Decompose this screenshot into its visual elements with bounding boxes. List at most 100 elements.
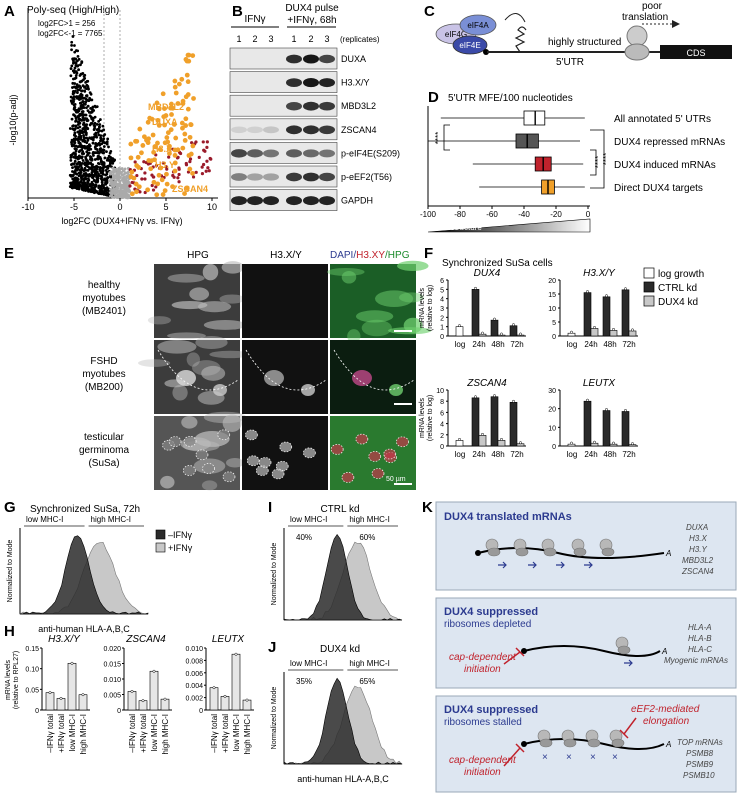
volcano-point-down bbox=[73, 89, 77, 93]
panel-label-k: K bbox=[422, 499, 433, 516]
volcano-point-down bbox=[84, 113, 88, 117]
volcano-point-down bbox=[80, 155, 84, 159]
flow-xlabel: anti-human HLA-A,B,C bbox=[38, 624, 130, 634]
volcano-point-up bbox=[143, 177, 147, 181]
f-ytick: 0 bbox=[440, 444, 444, 451]
h-chart-gene: H3.X/Y bbox=[48, 634, 81, 645]
k-box3-gene: PSMB8 bbox=[686, 749, 714, 758]
f-bar bbox=[455, 440, 464, 447]
volcano-point-down bbox=[80, 89, 84, 93]
blot-band bbox=[303, 172, 319, 182]
volcano-point-down bbox=[87, 166, 91, 170]
volcano-point-down bbox=[76, 184, 80, 187]
volcano-point-down bbox=[99, 166, 103, 170]
volcano-point-down bbox=[77, 108, 81, 112]
volcano-point-dux4-target bbox=[160, 91, 166, 97]
volcano-point-down bbox=[71, 162, 75, 166]
volcano-point-down bbox=[91, 163, 95, 166]
volcano-point-dux4-target bbox=[187, 134, 193, 140]
cap-icon bbox=[521, 741, 527, 747]
col-merge: DAPI/H3.XY/HPG bbox=[330, 250, 410, 261]
f-xtick: 48h bbox=[603, 340, 616, 349]
eif4a-label: eIF4A bbox=[467, 21, 489, 30]
volcano-point-up bbox=[209, 157, 213, 161]
volcano-point-down bbox=[79, 63, 82, 67]
volcano-point-ns bbox=[108, 191, 112, 195]
volcano-point-up bbox=[140, 177, 144, 181]
volcano-point-down bbox=[93, 168, 97, 172]
curved-arrow-icon bbox=[504, 13, 526, 23]
f-ytick: 20 bbox=[548, 278, 556, 285]
volcano-point-down bbox=[77, 165, 81, 169]
volcano-point-down bbox=[89, 98, 92, 102]
h-xtick: –IFNγ total bbox=[128, 714, 137, 753]
f-xtick: 48h bbox=[491, 340, 504, 349]
volcano-point-down bbox=[86, 185, 90, 189]
volcano-point-down bbox=[69, 67, 73, 70]
cds-box bbox=[660, 45, 732, 59]
f-ylabel: (relative to log) bbox=[427, 285, 434, 331]
volcano-point-ns bbox=[118, 179, 122, 183]
volcano-point-down bbox=[74, 144, 78, 148]
volcano-point-down bbox=[72, 71, 76, 74]
f-point bbox=[519, 332, 522, 336]
volcano-point-down bbox=[79, 96, 82, 100]
replicate-number: 2 bbox=[252, 34, 257, 44]
nucleus-blob bbox=[183, 435, 197, 447]
f-ytick: 2 bbox=[440, 315, 444, 322]
polya-label: A bbox=[665, 549, 671, 558]
k-box3-gene: TOP mRNAs bbox=[677, 738, 723, 747]
blot-band bbox=[286, 78, 302, 87]
volcano-point-down bbox=[106, 137, 110, 141]
flow-xlabel: anti-human HLA-A,B,C bbox=[297, 774, 389, 784]
volcano-point-down bbox=[103, 133, 107, 136]
volcano-point-down bbox=[76, 64, 80, 67]
blot-replicates-label: (replicates) bbox=[340, 35, 380, 44]
flow-legend-swatch bbox=[155, 529, 166, 540]
f-ylabel: mRNA levels bbox=[419, 287, 426, 328]
k-box2-mrna: A bbox=[503, 636, 667, 667]
volcano-point-ns bbox=[115, 188, 119, 192]
volcano-point-up bbox=[128, 184, 132, 188]
h-ytick: 0.008 bbox=[185, 658, 203, 665]
volcano-point-down bbox=[93, 121, 97, 125]
volcano-point-down bbox=[88, 144, 92, 148]
volcano-point-dux4-target bbox=[183, 94, 189, 100]
blot-band bbox=[319, 78, 335, 88]
cap-icon bbox=[521, 648, 527, 654]
box-xtick: -20 bbox=[550, 210, 562, 219]
volcano-point-down bbox=[105, 191, 109, 195]
volcano-point-dux4-target bbox=[152, 157, 157, 163]
volcano-point-down bbox=[75, 95, 79, 98]
volcano-point-down bbox=[88, 136, 92, 140]
nucleus-blob bbox=[383, 448, 397, 460]
scale-bar-label: 50 µm bbox=[386, 476, 406, 483]
volcano-point-up bbox=[143, 171, 147, 175]
volcano-point-dux4-target bbox=[184, 186, 190, 191]
g-flow-plot: low MHC-I high MHC-I Normalized to Mode ant… bbox=[7, 515, 193, 634]
volcano-point-down bbox=[83, 136, 86, 140]
volcano-point-down bbox=[85, 153, 89, 157]
gate-high-pct: 60% bbox=[359, 533, 375, 542]
volcano-point-up bbox=[188, 157, 193, 161]
nucleus-blob bbox=[271, 468, 285, 480]
volcano-point-dux4-target bbox=[190, 143, 196, 149]
volcano-point-down bbox=[78, 117, 82, 121]
f-xtick: 48h bbox=[603, 450, 616, 459]
blot-band bbox=[303, 101, 319, 111]
volcano-point-down bbox=[95, 157, 99, 161]
volcano-point-down bbox=[104, 181, 107, 185]
volcano-point-dux4-target bbox=[164, 135, 170, 140]
rna-structure-wedge bbox=[427, 218, 591, 233]
blot-band bbox=[263, 126, 279, 134]
volcano-xtick: 0 bbox=[117, 202, 122, 212]
volcano-point-up bbox=[205, 159, 209, 163]
volcano-point-ns bbox=[108, 179, 112, 183]
h-chart: LEUTX 0 0.002 0.004 0.006 0.008 0.010 –IFNγ tot… bbox=[185, 634, 254, 754]
f-bar bbox=[628, 330, 637, 337]
h-xtick: +IFNγ total bbox=[139, 714, 148, 753]
panel-a: A Poly-seq (High/High) log2FC>1 = 256 lo… bbox=[4, 3, 218, 226]
volcano-xlabel: log2FC (DUX4+IFNγ vs. IFNγ) bbox=[61, 216, 182, 226]
